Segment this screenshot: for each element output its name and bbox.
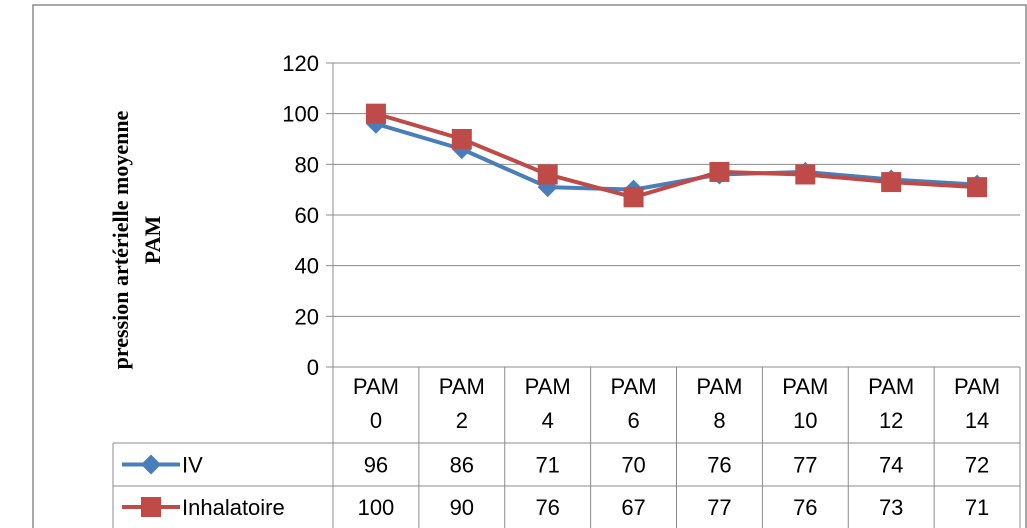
x-category-label: PAM	[611, 374, 657, 399]
data-point	[365, 103, 386, 124]
y-axis-title-line2: PAM	[140, 216, 165, 265]
y-tick-label: 20	[295, 304, 319, 329]
x-category-label: PAM	[353, 374, 399, 399]
data-label: 86	[450, 453, 474, 478]
y-tick-label: 80	[295, 152, 319, 177]
legend-key-marker	[141, 497, 161, 517]
x-category-label: 6	[627, 408, 639, 433]
y-axis-title-line1: pression artérielle moyenne	[108, 110, 133, 369]
data-label: 70	[621, 453, 645, 478]
series-line-inhalatoire	[375, 111, 978, 200]
legend-label: Inhalatoire	[182, 495, 285, 520]
x-category-label: 8	[713, 408, 725, 433]
data-point	[623, 187, 644, 208]
data-label: 73	[879, 495, 903, 520]
y-axis-title: pression artérielle moyenne PAM	[108, 110, 165, 369]
series-lines	[365, 103, 988, 208]
x-category-label: PAM	[696, 374, 742, 399]
y-tick-label: 40	[295, 254, 319, 279]
x-category-label: 4	[542, 408, 554, 433]
x-category-label: 12	[879, 408, 903, 433]
y-tick-label: 120	[282, 51, 319, 76]
data-label: 77	[793, 453, 817, 478]
data-label: 76	[793, 495, 817, 520]
x-category-label: PAM	[525, 374, 571, 399]
data-point	[537, 164, 558, 185]
x-category-label: 0	[370, 408, 382, 433]
data-point	[795, 164, 816, 185]
data-label: 90	[450, 495, 474, 520]
data-label: 76	[707, 453, 731, 478]
chart-border	[32, 4, 1027, 528]
data-label: 96	[364, 453, 388, 478]
data-table: PAM 0 PAM 2 PAM 4 PAM 6 PAM 8 PAM 10 PAM 12 PAM 14 IV 96 8…	[112, 366, 1021, 528]
x-category-label: PAM	[439, 374, 485, 399]
legend-key-marker	[141, 454, 161, 475]
y-tick-labels: 0 20 40 60 80 100 120	[282, 51, 319, 380]
x-category-label: PAM	[868, 374, 914, 399]
y-tick-label: 100	[282, 102, 319, 127]
data-label: 74	[879, 453, 903, 478]
data-label: 71	[965, 495, 989, 520]
x-category-label: PAM	[782, 374, 828, 399]
x-category-label: 14	[965, 408, 989, 433]
data-label: 71	[535, 453, 559, 478]
x-category-label: PAM	[954, 374, 1000, 399]
data-label: 100	[358, 495, 395, 520]
series-line-iv	[375, 121, 978, 192]
data-label: 72	[965, 453, 989, 478]
x-category-label: 2	[456, 408, 468, 433]
y-tick-label: 60	[295, 203, 319, 228]
data-point	[451, 129, 472, 149]
data-label: 76	[535, 495, 559, 520]
data-point	[709, 161, 730, 182]
y-tick-label: 0	[307, 355, 319, 380]
data-point	[881, 172, 902, 193]
data-label: 77	[707, 495, 731, 520]
data-point	[967, 177, 988, 198]
legend-label: IV	[182, 453, 203, 478]
x-category-label: 10	[793, 408, 817, 433]
data-label: 67	[621, 495, 645, 520]
